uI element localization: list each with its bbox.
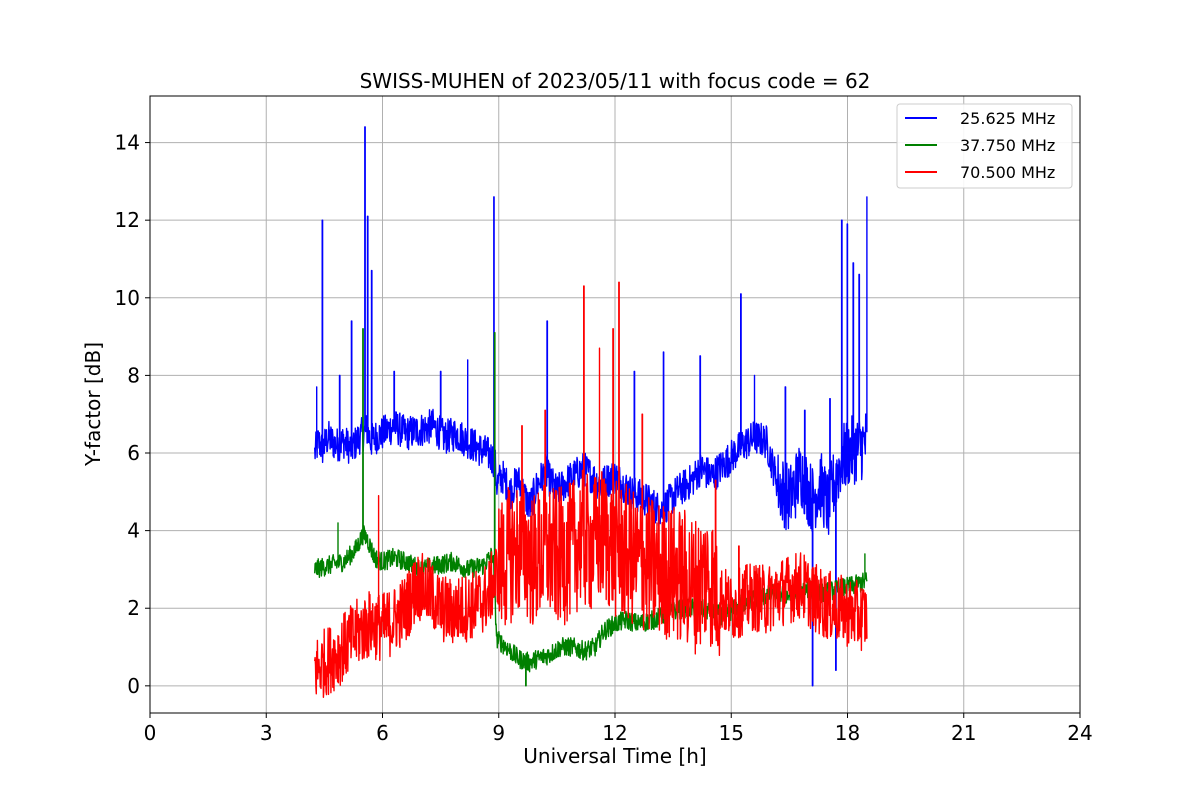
- y-tick-label: 2: [127, 596, 140, 620]
- series-line-3: [314, 281, 868, 698]
- legend-label-3: 70.500 MHz: [960, 163, 1055, 182]
- legend-label-2: 37.750 MHz: [960, 136, 1055, 155]
- y-tick-label: 6: [127, 441, 140, 465]
- x-axis: 0 3 6 9 12 15 18 21 24: [144, 713, 1093, 745]
- chart-title: SWISS-MUHEN of 2023/05/11 with focus cod…: [360, 69, 871, 93]
- legend: 25.625 MHz 37.750 MHz 70.500 MHz: [896, 103, 1073, 189]
- legend-box: [896, 103, 1073, 189]
- x-tick-label: 21: [951, 721, 976, 745]
- x-axis-label: Universal Time [h]: [523, 744, 706, 768]
- y-tick-label: 10: [115, 286, 140, 310]
- y-tick-label: 14: [115, 131, 140, 155]
- x-tick-label: 24: [1067, 721, 1092, 745]
- y-axis-label: Y-factor [dB]: [81, 342, 105, 467]
- x-tick-label: 18: [835, 721, 860, 745]
- x-tick-label: 6: [376, 721, 389, 745]
- y-axis: 0 2 4 6 8 10 12 14: [115, 131, 150, 698]
- y-tick-label: 4: [127, 519, 140, 543]
- x-tick-label: 15: [719, 721, 744, 745]
- y-tick-label: 12: [115, 208, 140, 232]
- y-tick-label: 0: [127, 674, 140, 698]
- series-line-1: [314, 126, 868, 687]
- series-layer: [314, 126, 868, 698]
- x-tick-label: 12: [602, 721, 627, 745]
- x-tick-label: 3: [260, 721, 273, 745]
- x-tick-label: 0: [144, 721, 157, 745]
- y-tick-label: 8: [127, 363, 140, 387]
- x-tick-label: 9: [492, 721, 505, 745]
- legend-label-1: 25.625 MHz: [960, 109, 1055, 128]
